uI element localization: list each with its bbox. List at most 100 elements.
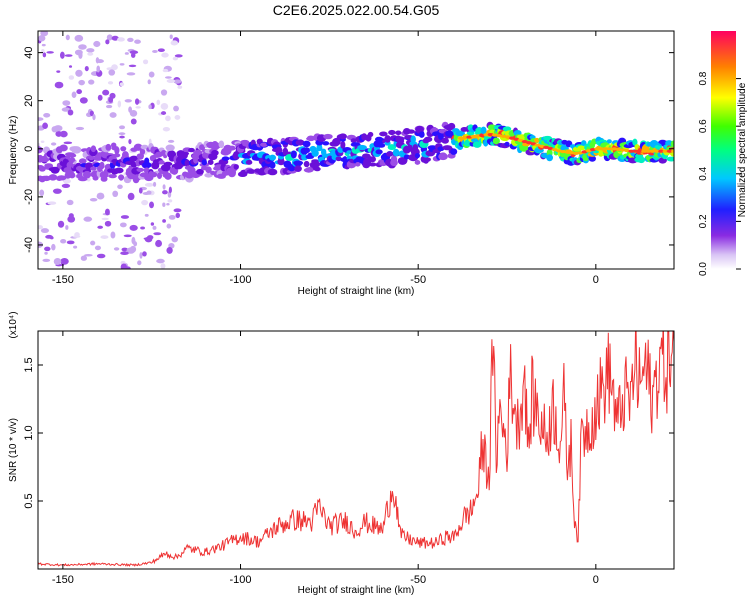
spectrogram-cell: [455, 130, 465, 137]
spectrogram-cell: [59, 130, 68, 138]
spectrogram-cell: [68, 213, 74, 219]
spectrogram-cell: [38, 146, 43, 154]
spectrogram-cell: [78, 158, 87, 164]
colorbar-tick-label: 0.0: [698, 262, 709, 276]
y-tick-label: 40: [23, 47, 35, 59]
spectrogram-cell: [386, 151, 394, 157]
spectrogram-cell: [641, 149, 648, 153]
spectrogram-cell: [127, 37, 134, 43]
spectrogram-cell: [173, 105, 179, 112]
spectrogram-cell: [64, 54, 73, 57]
spectrogram-cell: [67, 109, 74, 116]
spectrogram-cell: [313, 166, 321, 172]
spectrogram-cell: [123, 234, 132, 238]
spectrogram-cell: [167, 139, 175, 143]
spectrogram-cell: [62, 100, 71, 106]
spectrogram-cell: [117, 37, 125, 42]
spectrogram-cell: [162, 190, 168, 195]
spectrogram-cell: [56, 70, 61, 73]
spectrogram-cell: [293, 160, 304, 166]
spectrogram-cell: [302, 140, 311, 148]
spectrogram-cell: [139, 148, 146, 156]
spectrogram-cell: [140, 226, 145, 230]
spectrogram-cell: [492, 137, 500, 145]
y-tick-label: -40: [23, 237, 35, 253]
spectrogram-cell: [166, 78, 176, 84]
snr-x-label: Height of straight line (km): [298, 585, 415, 596]
spectrogram-cell: [368, 162, 377, 167]
spectrogram-cell: [290, 150, 297, 159]
spectrogram-cell: [201, 159, 207, 166]
spectrogram-cell: [102, 89, 110, 96]
spectrogram-cell: [59, 51, 65, 59]
spectrogram-cell: [165, 115, 171, 122]
x-tick-label: -50: [410, 274, 426, 286]
spectrogram-y-label: Frequency (Hz): [8, 116, 19, 185]
spectrogram-cell: [504, 141, 510, 147]
spectrogram-cell: [134, 39, 141, 44]
spectrogram-cell: [637, 156, 646, 164]
spectrogram-cell: [335, 156, 342, 162]
spectrogram-cell: [153, 232, 162, 236]
spectrogram-cell: [170, 40, 179, 46]
spectrogram-cell: [412, 144, 419, 152]
spectrogram-cell: [139, 252, 143, 259]
spectrogram-cell: [387, 144, 397, 151]
spectrogram-cell: [146, 190, 152, 195]
spectrogram-cell: [130, 161, 138, 168]
spectrogram-cell: [120, 215, 130, 219]
spectrogram-cell: [108, 174, 117, 179]
spectrogram-cell: [269, 161, 276, 169]
spectrogram-cell: [61, 183, 71, 188]
spectrogram-cell: [42, 258, 51, 262]
spectrogram-cell: [52, 188, 62, 194]
spectrogram-cell: [423, 136, 433, 143]
spectrogram-cell: [129, 224, 138, 231]
spectrogram-cell: [133, 241, 138, 247]
spectrogram-cell: [104, 220, 112, 227]
spectrogram-cell: [100, 235, 109, 239]
spectrogram-cell: [594, 147, 601, 151]
spectrogram-cell: [487, 124, 497, 131]
spectrogram-cell: [392, 148, 400, 157]
spectrogram-cell: [350, 138, 357, 143]
x-tick-label: -100: [230, 274, 252, 286]
spectrogram-cell: [414, 159, 421, 165]
snr-y-scale-label: (x10⁴): [8, 311, 19, 338]
spectrogram-cell: [51, 243, 56, 251]
spectrogram-cell: [75, 126, 85, 131]
spectrogram-cell: [96, 192, 105, 200]
colorbar-ticks: 0.0 0.2 0.4 0.6 0.8: [698, 71, 741, 276]
spectrogram-cell: [89, 110, 94, 117]
spectrogram-cell: [148, 71, 155, 78]
spectrogram-cell: [303, 160, 310, 168]
spectrogram-cell: [649, 149, 656, 153]
spectrogram-cell: [119, 82, 125, 87]
spectrogram-cell: [136, 167, 145, 172]
spectrogram-cell: [90, 240, 96, 246]
spectrogram-cell: [105, 39, 110, 45]
spectrogram-cell: [143, 237, 151, 240]
spectrogram-frame: [37, 30, 675, 270]
spectrogram-cell: [74, 232, 80, 237]
spectrogram-cell: [110, 231, 116, 239]
spectrogram-cell: [135, 158, 141, 167]
spectrogram-cell: [654, 144, 663, 150]
spectrogram-cell: [133, 143, 143, 151]
spectrogram-cell: [78, 79, 85, 86]
spectrogram-cell: [163, 161, 173, 167]
spectrogram-cell: [60, 239, 67, 244]
spectrogram-cell: [113, 247, 120, 251]
spectrogram-cell: [175, 212, 181, 219]
spectrogram-cell: [375, 149, 383, 155]
spectrogram-cell: [221, 156, 230, 161]
spectrogram-cell: [588, 155, 596, 162]
spectrogram-cell: [88, 79, 95, 85]
spectrogram-cell: [162, 219, 166, 223]
spectrogram-cell: [410, 135, 416, 144]
spectrogram-cell: [152, 225, 157, 230]
spectrogram-cell: [42, 52, 47, 58]
spectrogram-image: [38, 31, 674, 269]
spectrogram-cell: [425, 157, 431, 162]
spectrogram-cell: [666, 156, 674, 162]
